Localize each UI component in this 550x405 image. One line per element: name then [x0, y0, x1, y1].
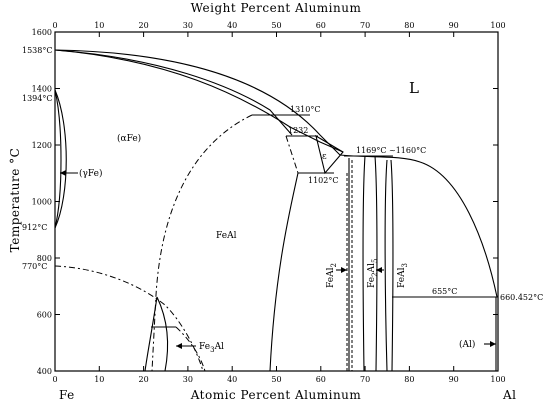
alpha-solidus-curve — [54, 49, 293, 136]
top-tick-label: 80 — [404, 21, 414, 30]
phase-boundaries — [54, 49, 498, 372]
phase-epsilon: ε — [322, 152, 327, 162]
bottom-tick-label: 90 — [449, 375, 459, 384]
plot-frame — [54, 31, 499, 372]
top-tick-label: 100 — [490, 21, 505, 30]
bottom-tick-label: 60 — [316, 375, 326, 384]
feal3-left — [384, 159, 388, 372]
top-tick-label: 40 — [227, 21, 237, 30]
gamma-loop-outer — [54, 89, 67, 229]
phase-feal2: FeAl2 — [326, 263, 338, 288]
label-1310: 1310°C — [290, 105, 320, 114]
curie-line — [54, 265, 204, 372]
top-tick-label: 20 — [139, 21, 149, 30]
bottom-tick-label: 100 — [490, 375, 505, 384]
fe2al5-left — [362, 155, 366, 372]
top-tick-label: 70 — [360, 21, 370, 30]
feal3-right — [390, 159, 394, 372]
solidus-curve — [54, 49, 344, 153]
bottom-tick-label: 10 — [94, 375, 104, 384]
bottom-tick-label: 30 — [183, 375, 193, 384]
left-element-label: Fe — [59, 388, 75, 402]
label-1160: ~1160°C — [389, 146, 426, 155]
bottom-tick-label: 50 — [271, 375, 281, 384]
top-tick-label: 90 — [449, 21, 459, 30]
fe3al-boundary-right — [156, 296, 169, 372]
y-tick-label: 1400 — [32, 85, 52, 94]
feal-right-boundary — [269, 172, 299, 372]
temperature-annotations: 1538°C 1394°C 912°C 770°C 1310°C 1232 11… — [22, 46, 543, 302]
phase-liquid: L — [409, 79, 419, 97]
y-tick-label: 1200 — [32, 141, 52, 150]
label-1538: 1538°C — [22, 46, 52, 55]
bottom-tick-label: 70 — [360, 375, 370, 384]
top-axis-ticks: 0 10 20 30 40 50 60 70 80 90 100 — [52, 21, 506, 37]
fe2al5-right — [374, 155, 378, 372]
right-element-label: Al — [502, 388, 517, 402]
epsilon-region — [315, 134, 344, 175]
label-1232: 1232 — [288, 126, 308, 135]
fe3al-dash — [175, 326, 206, 372]
order-disorder-boundary — [151, 114, 253, 372]
label-660: 660.452°C — [500, 293, 543, 302]
phase-alpha-fe: (αFe) — [117, 133, 141, 144]
bottom-axis-title: Atomic Percent Aluminum — [190, 388, 362, 402]
label-655: 655°C — [432, 287, 457, 296]
y-tick-label: 1600 — [32, 28, 52, 37]
top-axis-title: Weight Percent Aluminum — [191, 1, 362, 15]
y-tick-label: 800 — [37, 254, 52, 263]
label-912: 912°C — [22, 223, 47, 232]
y-tick-label: 400 — [37, 367, 52, 376]
bottom-tick-label: 80 — [404, 375, 414, 384]
bottom-tick-label: 20 — [139, 375, 149, 384]
fe2al5-arrowhead — [376, 267, 382, 273]
feal2-arrowhead — [341, 267, 347, 273]
label-1102: 1102°C — [308, 176, 338, 185]
temperature-axis-ticks: 1600 1400 1200 1000 800 600 400 — [32, 28, 498, 376]
bottom-axis-ticks: 0 10 20 30 40 50 60 70 80 90 100 — [52, 366, 506, 384]
phase-feal: FeAl — [216, 231, 237, 241]
phase-labels: L (αFe) (γFe) FeAl ε (Al) Fe3Al FeAl2 Fe… — [79, 79, 475, 354]
fe3al-boundary-left — [144, 296, 158, 372]
bottom-tick-label: 40 — [227, 375, 237, 384]
label-770: 770°C — [22, 262, 47, 271]
phase-al: (Al) — [459, 339, 475, 350]
phase-fe3al: Fe3Al — [199, 342, 224, 354]
fe3al-arrowhead — [176, 343, 182, 349]
y-tick-label: 600 — [37, 311, 52, 320]
top-tick-label: 30 — [183, 21, 193, 30]
bottom-tick-label: 0 — [52, 375, 57, 384]
y-axis-title: Temperature °C — [8, 148, 22, 253]
y-tick-label: 1000 — [32, 198, 52, 207]
feal-top-boundary — [285, 135, 299, 174]
gamma-arrowhead — [60, 170, 66, 176]
top-tick-label: 10 — [94, 21, 104, 30]
label-1394: 1394°C — [22, 94, 52, 103]
al-arrowhead — [490, 341, 496, 347]
liquidus-curve — [54, 49, 498, 298]
top-tick-label: 0 — [52, 21, 57, 30]
gamma-loop-inner — [54, 89, 62, 229]
phase-feal3: FeAl3 — [397, 263, 409, 288]
phase-fe2al5: Fe2Al5 — [367, 259, 379, 288]
phase-gamma-fe: (γFe) — [79, 168, 102, 179]
top-tick-label: 50 — [271, 21, 281, 30]
top-tick-label: 60 — [316, 21, 326, 30]
label-1169: 1169°C — [356, 146, 386, 155]
